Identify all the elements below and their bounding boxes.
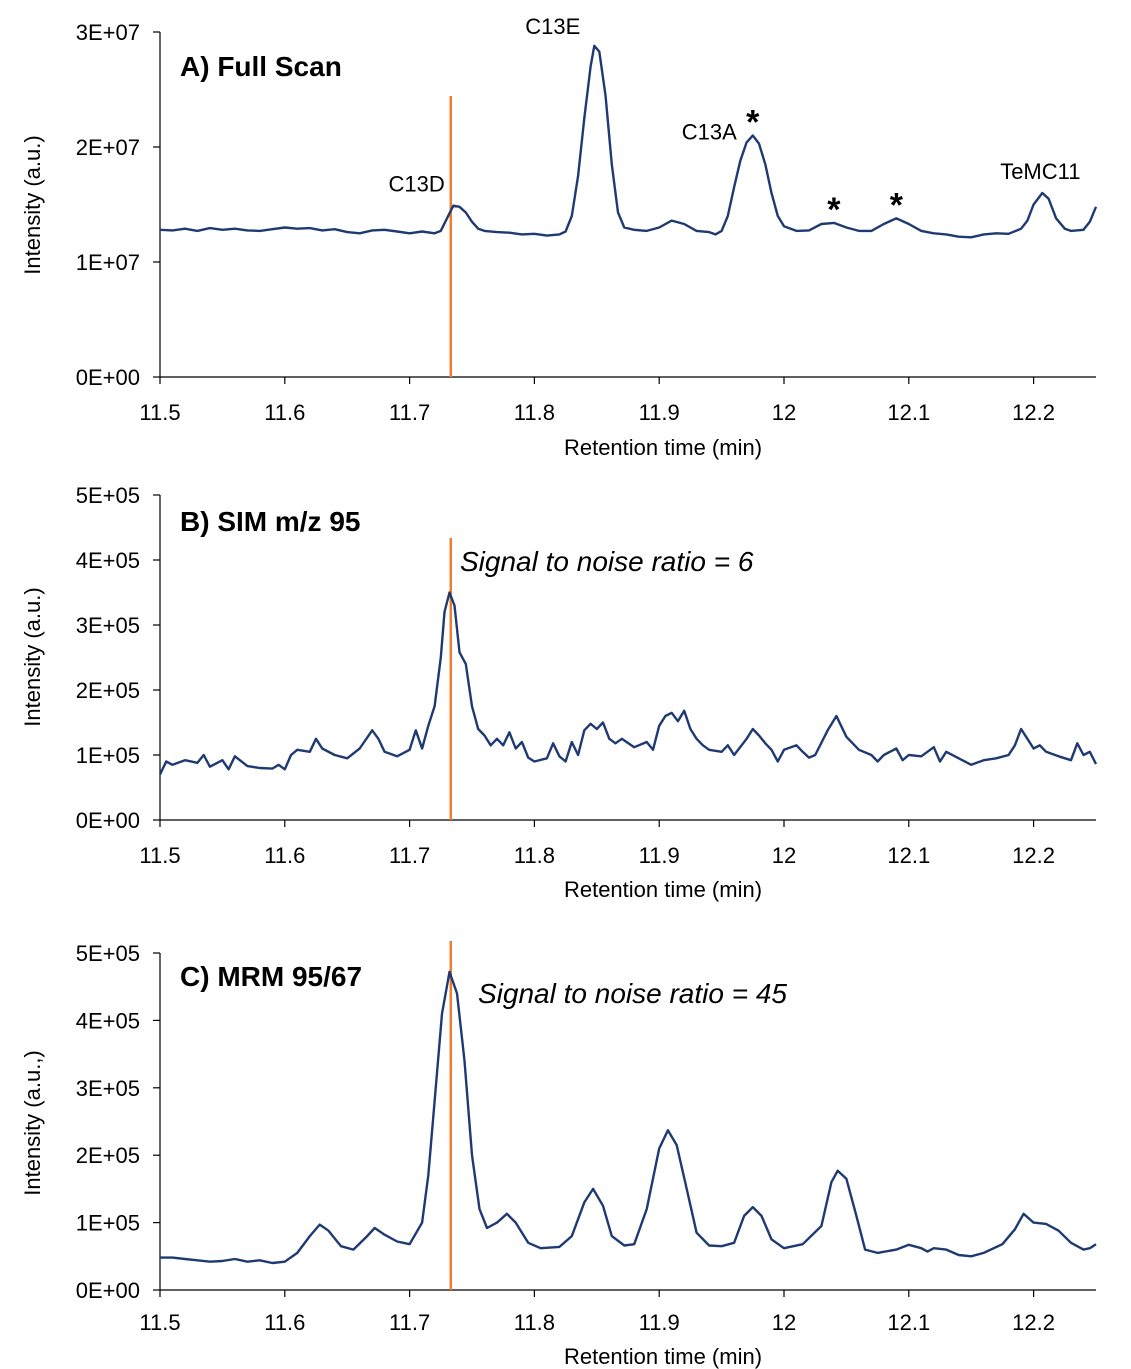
x-tick-label: 11.5 [139,843,180,868]
asterisk-mark: * [746,104,760,142]
x-tick-label: 12.2 [1012,1310,1055,1335]
y-tick-label: 2E+05 [76,1143,140,1168]
x-tick-label: 11.9 [639,843,680,868]
y-tick-label: 3E+05 [76,1076,140,1101]
x-tick-label: 11.7 [389,843,430,868]
x-axis-label: Retention time (min) [564,877,762,902]
y-tick-label: 3E+05 [76,613,140,638]
y-tick-label: 5E+05 [76,483,140,508]
y-axis-label: Intensity (a.u.) [20,587,45,726]
x-tick-label: 11.5 [139,400,180,425]
x-tick-label: 11.6 [264,400,305,425]
x-tick-label: 11.6 [264,1310,305,1335]
x-tick-label: 12.2 [1012,400,1055,425]
peak-label: C13D [389,172,445,197]
y-tick-label: 0E+00 [76,1278,140,1303]
y-tick-label: 5E+05 [76,941,140,966]
y-tick-label: 0E+00 [76,365,140,390]
chromatogram-trace [159,44,1098,239]
x-tick-label: 12 [772,400,796,425]
chromatogram-trace [158,591,1098,776]
y-tick-label: 1E+05 [76,1211,140,1236]
chart-title: A) Full Scan [180,51,342,82]
chromatogram-trace [160,970,1097,1265]
peak-label: C13E [525,14,580,39]
chart-panel-mrm: 0E+00 1E+05 2E+05 3E+05 4E+05 5E+05 11.5 11.6 11… [0,918,1131,1369]
x-tick-label: 11.8 [514,1310,555,1335]
asterisk-mark: * [890,186,904,224]
chart-title: C) MRM 95/67 [180,961,362,992]
x-tick-label: 12 [772,1310,796,1335]
x-tick-label: 12.1 [887,1310,930,1335]
peak-label: TeMC11 [1000,159,1080,184]
x-tick-label: 12.2 [1012,843,1055,868]
y-tick-label: 2E+07 [76,135,140,160]
chart-panel-full-scan: 0E+00 1E+07 2E+07 3E+07 11.5 11.6 11.7 11.8 11.9… [0,0,1131,465]
x-tick-label: 11.7 [389,400,430,425]
x-tick-label: 11.5 [139,1310,180,1335]
asterisk-mark: * [827,191,841,229]
y-tick-label: 3E+07 [76,20,140,45]
y-tick-label: 4E+05 [76,548,140,573]
peak-label: C13A [682,120,737,145]
y-tick-label: 4E+05 [76,1008,140,1033]
x-tick-label: 12.1 [887,400,930,425]
x-tick-label: 12 [772,843,796,868]
signal-to-noise-annotation: Signal to noise ratio = 6 [460,546,754,577]
chart-full-scan: 0E+00 1E+07 2E+07 3E+07 11.5 11.6 11.7 11.8 11.9… [20,14,1098,460]
x-tick-label: 11.9 [639,400,680,425]
chart-panel-sim: 0E+00 1E+05 2E+05 3E+05 4E+05 5E+05 11.5 11.6 11… [0,465,1131,918]
x-tick-label: 12.1 [887,843,930,868]
x-axis-label: Retention time (min) [564,1344,762,1369]
chart-mrm: 0E+00 1E+05 2E+05 3E+05 4E+05 5E+05 11.5 11.6 11… [20,941,1097,1369]
y-tick-label: 1E+05 [76,743,140,768]
y-axis-label: Intensity (a.u.,) [20,1050,45,1196]
y-tick-label: 1E+07 [76,250,140,275]
chart-title: B) SIM m/z 95 [180,506,360,537]
x-tick-label: 11.8 [514,400,555,425]
x-axis-label: Retention time (min) [564,435,762,460]
y-axis-label: Intensity (a.u.) [20,135,45,274]
y-tick-label: 2E+05 [76,678,140,703]
y-tick-label: 0E+00 [76,808,140,833]
x-tick-label: 11.8 [514,843,555,868]
x-tick-label: 11.9 [639,1310,680,1335]
x-tick-label: 11.7 [389,1310,430,1335]
signal-to-noise-annotation: Signal to noise ratio = 45 [478,978,787,1009]
chart-sim: 0E+00 1E+05 2E+05 3E+05 4E+05 5E+05 11.5 11.6 11… [20,483,1098,902]
x-tick-label: 11.6 [264,843,305,868]
